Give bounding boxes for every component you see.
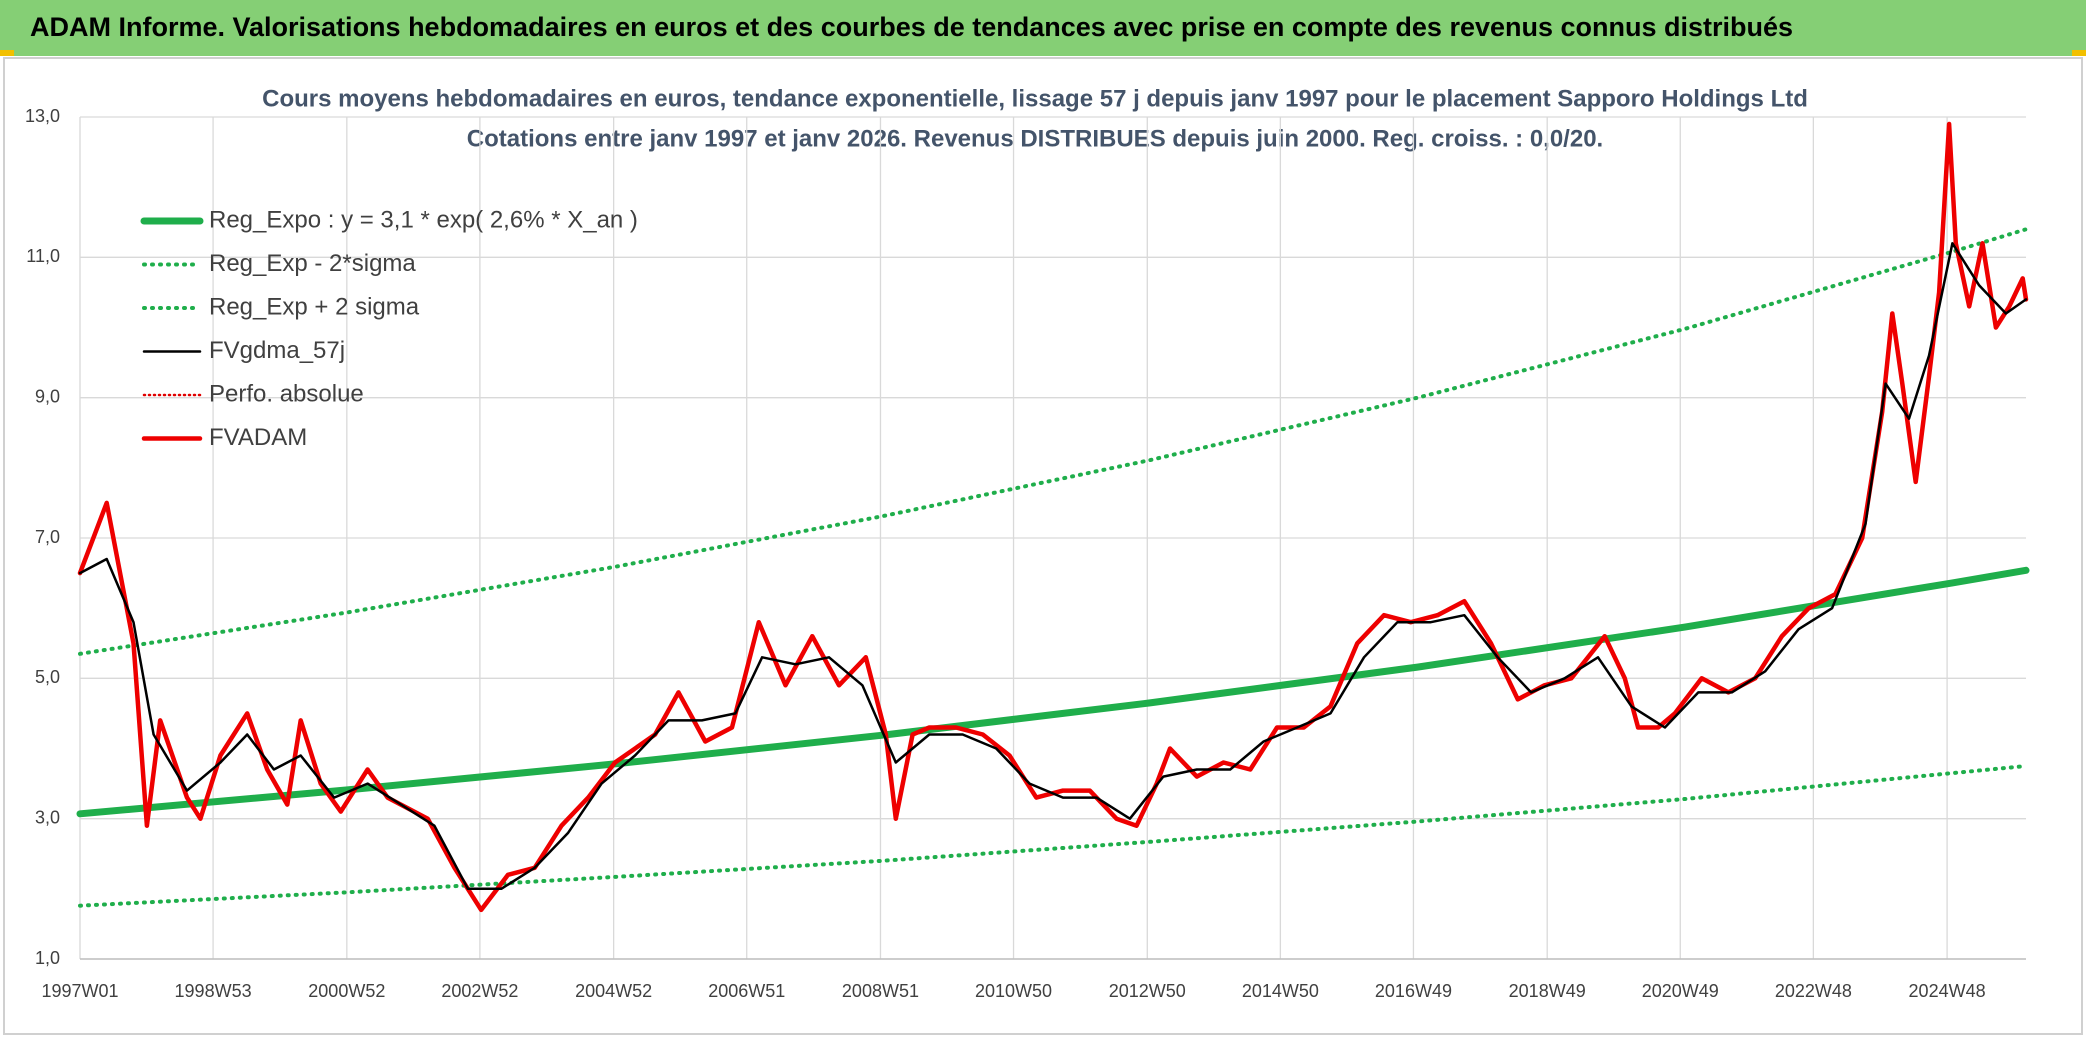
x-tick-label: 2024W48 bbox=[1909, 981, 1986, 1001]
x-tick-label: 1998W53 bbox=[175, 981, 252, 1001]
legend-label: Reg_Expo : y = 3,1 * exp( 2,6% * X_an ) bbox=[209, 206, 638, 233]
legend-label: Reg_Exp - 2*sigma bbox=[209, 250, 416, 277]
legend-label: Reg_Exp + 2 sigma bbox=[209, 293, 420, 320]
x-tick-label: 2006W51 bbox=[708, 981, 785, 1001]
chart-frame bbox=[3, 57, 2083, 1035]
corner bbox=[0, 50, 14, 56]
x-tick-label: 2016W49 bbox=[1375, 981, 1452, 1001]
corner bbox=[2072, 50, 2086, 56]
banner-title: ADAM Informe. Valorisations hebdomadaire… bbox=[30, 12, 1793, 42]
series-line bbox=[78, 227, 2028, 656]
x-tick-label: 2004W52 bbox=[575, 981, 652, 1001]
y-tick-label: 5,0 bbox=[35, 667, 60, 687]
x-tick-label: 2012W50 bbox=[1109, 981, 1186, 1001]
x-tick-label: 2022W48 bbox=[1775, 981, 1852, 1001]
x-tick-label: 2002W52 bbox=[441, 981, 518, 1001]
y-tick-label: 11,0 bbox=[26, 246, 60, 266]
banner-bg bbox=[0, 0, 2086, 56]
chart-title: Cours moyens hebdomadaires en euros, ten… bbox=[262, 85, 1808, 112]
legend-label: FVADAM bbox=[209, 424, 307, 451]
series-line bbox=[76, 566, 2030, 818]
y-tick-label: 7,0 bbox=[35, 527, 60, 547]
x-tick-label: 2018W49 bbox=[1509, 981, 1586, 1001]
y-tick-label: 1,0 bbox=[35, 948, 60, 968]
y-tick-label: 9,0 bbox=[35, 386, 60, 406]
series-line bbox=[78, 764, 2028, 908]
x-tick-label: 1997W01 bbox=[41, 981, 118, 1001]
x-tick-label: 2014W50 bbox=[1242, 981, 1319, 1001]
series-line bbox=[78, 242, 2028, 891]
chart-subtitle: Cotations entre janv 1997 et janv 2026. … bbox=[467, 125, 1603, 152]
x-tick-label: 2010W50 bbox=[975, 981, 1052, 1001]
x-tick-label: 2008W51 bbox=[842, 981, 919, 1001]
y-tick-label: 13,0 bbox=[25, 106, 60, 126]
x-tick-label: 2000W52 bbox=[308, 981, 385, 1001]
legend-label: Perfo. absolue bbox=[209, 380, 364, 407]
legend-label: FVgdma_57j bbox=[209, 337, 345, 364]
y-tick-label: 3,0 bbox=[35, 807, 60, 827]
x-tick-label: 2020W49 bbox=[1642, 981, 1719, 1001]
